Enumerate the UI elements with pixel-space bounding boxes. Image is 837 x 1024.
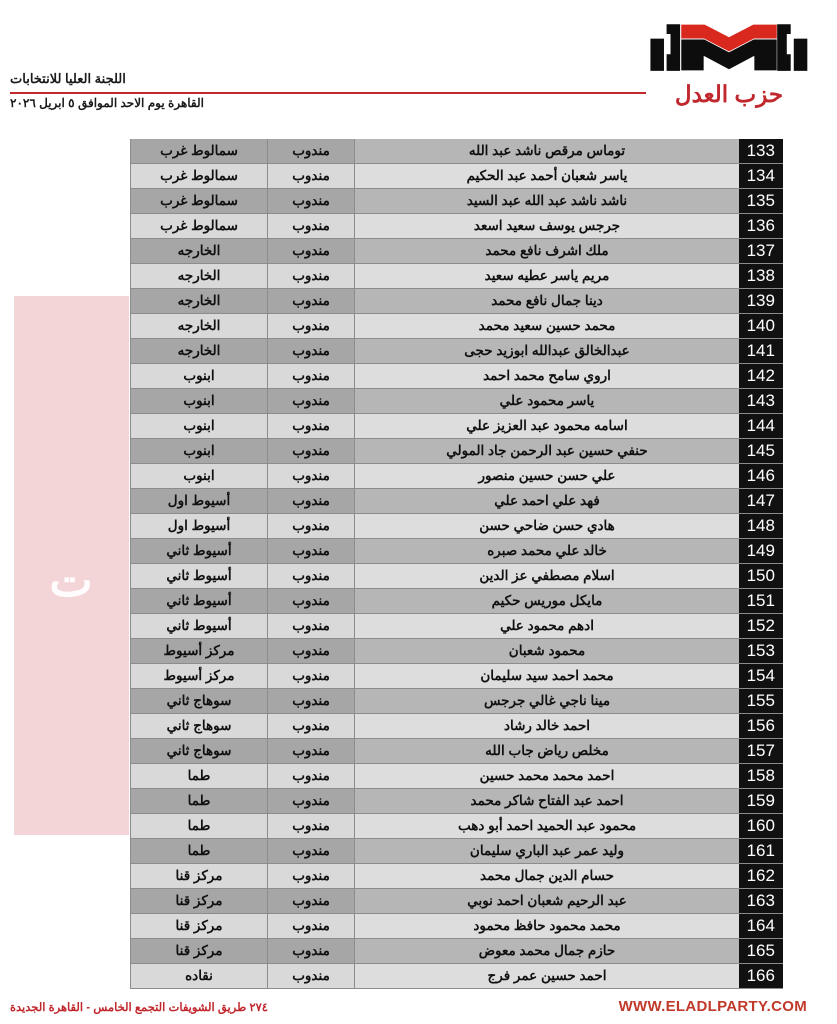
svg-text:ت: ت	[49, 554, 92, 606]
